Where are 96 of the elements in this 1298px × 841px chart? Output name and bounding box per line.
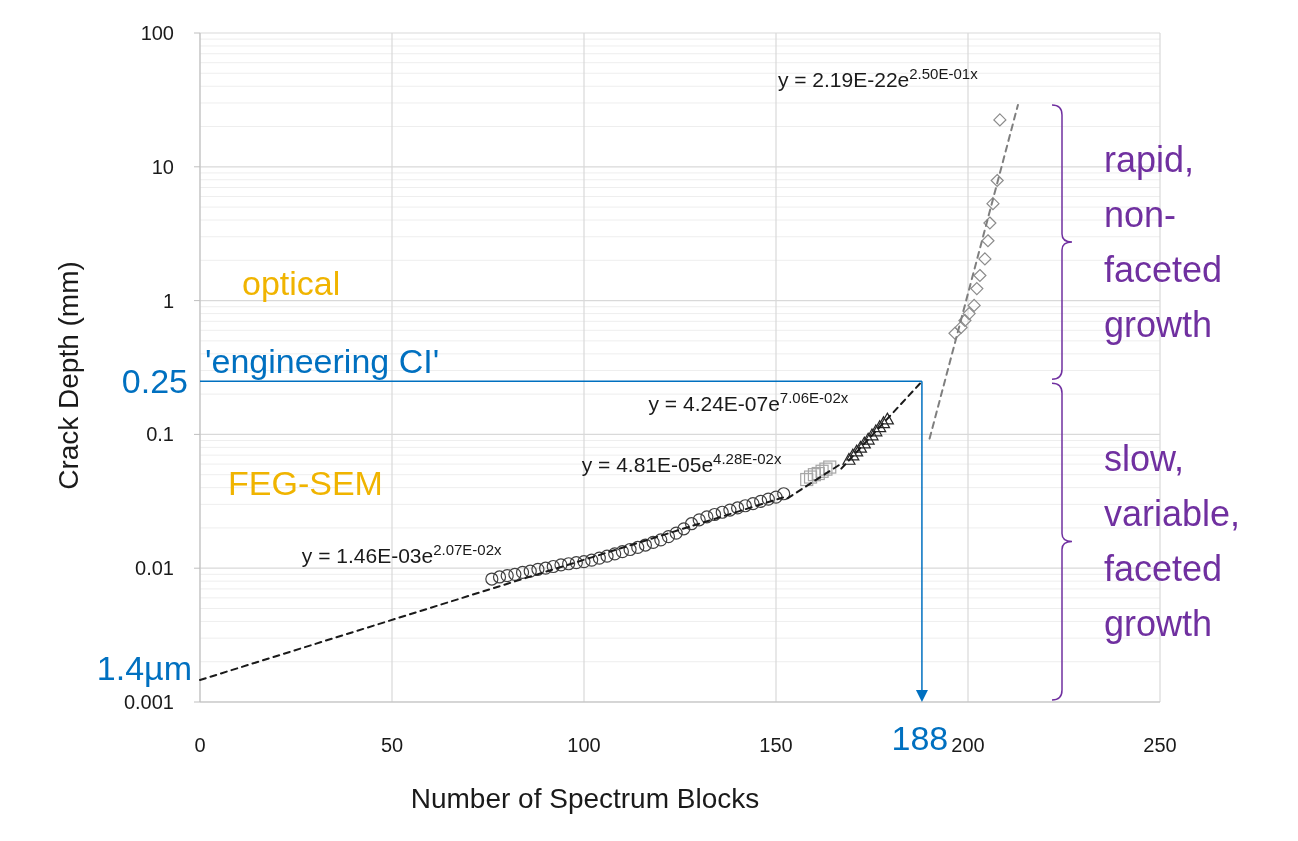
point — [608, 547, 622, 561]
point — [800, 472, 814, 487]
point — [983, 216, 997, 230]
point — [981, 234, 995, 248]
point — [990, 173, 1004, 188]
point — [978, 252, 992, 266]
point — [993, 113, 1007, 127]
y-axis-title: Crack Depth (mm) — [53, 261, 84, 490]
point — [592, 551, 606, 565]
point — [707, 507, 722, 522]
annotation: y = 1.46E-03e$^{2.07E-02x}$ — [301, 540, 503, 568]
point — [842, 452, 856, 465]
annotation: 1.4µm — [96, 649, 192, 688]
point — [623, 542, 637, 557]
point — [654, 533, 668, 547]
point — [523, 564, 537, 578]
point — [700, 510, 714, 524]
x-tick-label: 150 — [759, 734, 793, 756]
point — [807, 468, 821, 482]
point — [562, 557, 576, 571]
point — [723, 503, 737, 517]
x-tick-label: 200 — [951, 734, 985, 756]
y-tick-label: 0.1 — [146, 423, 174, 446]
y-tick-label: 0.01 — [135, 557, 174, 580]
point — [962, 306, 976, 321]
y-tick-label: 0.001 — [123, 691, 174, 713]
annotation: rapid, non-faceted growth — [1104, 138, 1223, 345]
point — [846, 448, 860, 461]
point — [515, 565, 530, 580]
point — [531, 562, 545, 576]
point — [954, 320, 968, 335]
point — [861, 432, 875, 445]
ref-line-label: 188 — [891, 719, 949, 757]
point — [880, 412, 894, 425]
annotation: slow, variable, faceted growth — [1104, 438, 1241, 645]
point — [873, 420, 887, 433]
y-tick-label: 100 — [140, 22, 174, 44]
point — [973, 268, 987, 283]
point — [669, 526, 683, 540]
point — [815, 464, 829, 478]
point — [803, 470, 818, 484]
point — [738, 499, 752, 513]
point — [746, 496, 760, 511]
x-tick-label: 50 — [380, 734, 404, 756]
point — [485, 572, 499, 586]
point — [761, 492, 775, 506]
point — [500, 569, 514, 583]
point — [577, 555, 591, 569]
point — [539, 561, 553, 575]
annotation: 'engineering CI' — [205, 342, 440, 381]
x-tick-label: 250 — [1143, 734, 1177, 756]
point — [731, 501, 745, 515]
x-tick-label: 0 — [194, 734, 206, 756]
annotation: y = 2.19E-22e$^{2.50E-01x}$ — [777, 64, 979, 91]
point — [769, 490, 783, 504]
point — [853, 440, 868, 453]
point — [823, 460, 837, 474]
point — [777, 487, 791, 501]
point — [646, 535, 660, 549]
point — [869, 424, 883, 437]
point — [569, 556, 583, 570]
point — [508, 567, 522, 581]
point — [492, 570, 507, 584]
point — [615, 545, 629, 559]
point — [585, 553, 599, 567]
point — [850, 444, 864, 457]
point — [677, 522, 691, 536]
annotation: optical — [242, 264, 341, 302]
annotation: FEG-SEM — [228, 464, 383, 502]
point — [661, 530, 676, 544]
x-axis-title: Number of Spectrum Blocks — [410, 783, 760, 814]
y-tick-label: 10 — [151, 155, 174, 178]
point — [967, 298, 981, 313]
ref-line-label: 0.25 — [121, 362, 188, 401]
point — [638, 538, 653, 552]
y-tick-label: 1 — [162, 289, 174, 312]
point — [948, 326, 962, 340]
annotation: y = 4.24E-07e$^{7.06E-02x}$ — [648, 388, 849, 415]
x-tick-label: 100 — [567, 734, 601, 756]
point — [876, 416, 891, 429]
point — [986, 197, 1000, 211]
point — [819, 462, 833, 476]
point — [546, 559, 560, 574]
point — [692, 513, 706, 527]
point — [554, 558, 568, 572]
point — [958, 313, 972, 328]
point — [631, 540, 645, 555]
annotation: y = 4.81E-05e$^{4.28E-02x}$ — [581, 449, 782, 476]
point — [811, 466, 825, 481]
point — [865, 428, 879, 441]
point — [715, 505, 729, 519]
point — [600, 549, 614, 563]
point — [754, 494, 768, 508]
point — [857, 436, 871, 449]
point — [684, 517, 699, 531]
point — [970, 281, 984, 296]
